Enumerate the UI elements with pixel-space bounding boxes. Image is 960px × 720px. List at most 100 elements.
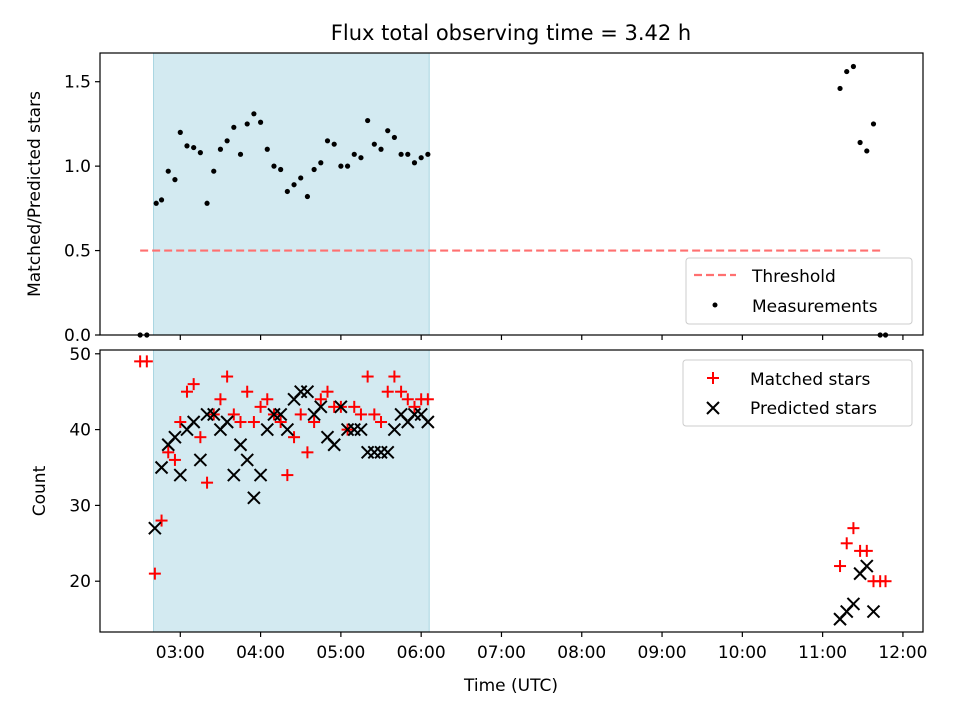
matched-stars-point [348,400,361,413]
measurement-point [311,166,317,173]
matched-stars-point [840,537,853,550]
predicted-stars-point [220,415,234,429]
measurement-point [405,151,411,157]
predicted-stars-point [168,430,182,444]
y-tick-label: 0.0 [64,326,91,346]
matched-stars-point [194,431,207,444]
count-legend-box [682,359,913,427]
y-tick-label: 40 [69,421,91,441]
x-tick-label: 08:00 [557,643,606,663]
measurement-point [844,68,850,75]
ratio-x-axis [179,335,904,340]
legend-measurements-label: Measurements [752,297,878,317]
ratio-legend-box [685,257,913,325]
matched-stars-point [155,514,168,527]
predicted-stars-point [421,415,435,429]
matched-stars-point [834,560,847,573]
matched-stars-point [247,416,260,429]
measurement-point [251,111,257,117]
ratio-y-label: Matched/Predicted stars [25,91,45,297]
measurement-point [298,175,304,181]
predicted-stars-point [300,384,315,399]
measurement-point [411,160,418,166]
matched-stars-point [401,393,414,406]
measurement-point [172,177,178,183]
measurement-point [237,151,244,157]
legend-predicted-label: Predicted stars [750,399,877,419]
matched-stars-point [308,416,321,429]
predicted-stars-point [240,453,254,467]
matched-stars-point [847,522,860,535]
matched-stars-point [234,416,247,429]
y-tick-label: 30 [69,496,91,516]
measurement-point [870,121,877,127]
measurement-point [850,63,857,70]
predicted-stars-point [227,468,241,482]
measurement-point [191,144,197,151]
matched-stars-point [174,416,187,429]
measurement-point [385,128,391,134]
measurement-point [318,160,324,166]
measurement-point [278,166,284,173]
measurement-point [231,124,237,130]
matched-stars-point [187,378,200,391]
x-tick-label: 03:00 [156,643,205,663]
y-tick-label: 1.0 [64,157,91,177]
count-legend: Matched stars Predicted stars [682,359,913,427]
matched-stars-point [368,408,381,421]
predicted-stars-point [148,521,162,535]
matched-stars-point [168,453,181,466]
matched-stars-point [148,567,161,580]
matched-stars-point [241,385,254,398]
measurement-point [344,163,351,169]
x-tick-label: 07:00 [477,643,526,663]
x-tick-label: 09:00 [638,643,687,663]
matched-stars-point [140,355,153,368]
ratio-plot-frame [99,52,924,336]
measurement-point [864,148,870,154]
matched-stars-point [254,400,267,413]
count-x-axis: 03:00 04:00 05:00 06:00 07:00 08:00 09:00 10:00… [156,632,927,663]
measurement-point [211,168,217,174]
matched-stars-point [261,393,274,406]
measurement-point [391,134,398,141]
predicted-stars-point [193,453,208,467]
matched-stars-point [214,393,227,406]
x-axis-label: Time (UTC) [463,676,558,696]
predicted-stars-point [314,400,328,414]
measurement-point [857,139,863,146]
measurement-point [165,168,171,174]
measurement-point [217,146,224,152]
predicted-stars-point [173,468,187,482]
matched-stars-point [395,385,408,398]
predicted-stars-point [860,559,874,573]
measurement-point [153,200,159,206]
ratio-legend: Threshold Measurements [685,257,913,325]
measurement-point [398,151,404,157]
x-tick-label: 10:00 [718,643,767,663]
count-points-layer [134,355,892,626]
measurement-point [365,117,371,124]
x-tick-label: 06:00 [397,643,446,663]
legend-threshold-label: Threshold [751,267,836,287]
measurement-point [284,188,290,195]
x-tick-label: 05:00 [316,643,365,663]
measurement-point [418,155,424,161]
predicted-stars-point [387,422,402,437]
matched-stars-point [314,393,327,406]
measurement-point [351,151,357,157]
predicted-stars-point [247,491,261,505]
x-tick-label: 04:00 [236,643,285,663]
measurement-point [244,121,250,127]
matched-stars-point [180,385,193,398]
measurement-point [158,197,165,203]
matched-stars-point [221,370,234,383]
predicted-stars-point [846,597,861,611]
measurement-point [425,151,431,157]
measurement-point [378,146,384,152]
count-y-label: Count [30,465,50,516]
ratio-shaded-region [153,52,430,336]
y-tick-label: 50 [69,345,91,365]
predicted-stars-point [154,460,169,475]
